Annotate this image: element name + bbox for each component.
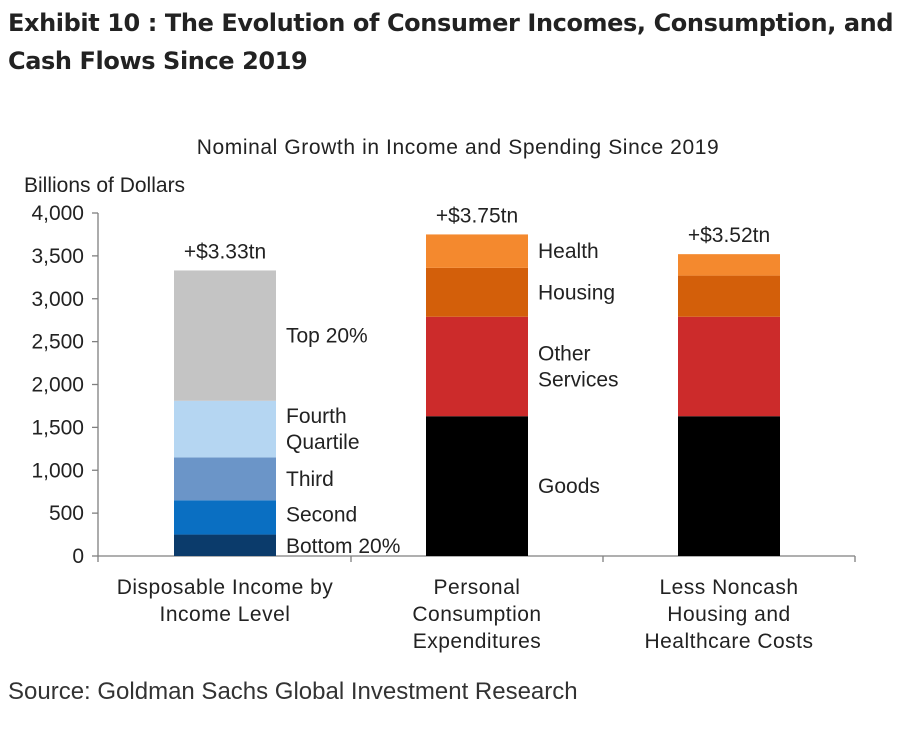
bar-segment-health xyxy=(678,254,780,276)
bar-segment-goods xyxy=(678,416,780,556)
y-tick-label: 1,500 xyxy=(31,416,84,439)
bar-segment-bottom-20- xyxy=(174,534,276,556)
bar-total-label: +$3.33tn xyxy=(184,240,266,263)
y-tick-label: 1,000 xyxy=(31,459,84,482)
y-tick-label: 0 xyxy=(72,545,84,568)
y-tick-label: 2,000 xyxy=(31,374,84,397)
y-tick-label: 2,500 xyxy=(31,331,84,354)
bar-segment-other-services xyxy=(426,316,528,417)
x-tick-label: Disposable Income by Income Level xyxy=(117,576,334,626)
bar-segment-fourth-quartile xyxy=(174,400,276,458)
bar-segment-housing xyxy=(678,275,780,317)
y-tick-label: 3,500 xyxy=(31,245,84,268)
segment-label: Housing xyxy=(538,281,615,304)
segment-label: Second xyxy=(286,503,357,526)
segment-label: Health xyxy=(538,240,599,263)
y-tick-label: 3,000 xyxy=(31,288,84,311)
stacked-bar-chart: Nominal Growth in Income and Spending Si… xyxy=(24,136,856,653)
y-tick-label: 4,000 xyxy=(31,202,84,225)
bar-segment-housing xyxy=(426,267,528,317)
axes: 0 500 1,000 1,500 2,000 2,500 3,000 3,500 4,000 xyxy=(31,202,856,568)
segment-label: Fourth Quartile xyxy=(286,405,360,454)
y-axis-label: Billions of Dollars xyxy=(24,174,185,197)
bar-total-label: +$3.52tn xyxy=(688,224,770,247)
exhibit-title: Exhibit 10 : The Evolution of Consumer I… xyxy=(8,9,894,75)
chart-title: Nominal Growth in Income and Spending Si… xyxy=(197,136,720,159)
segment-label: Other Services xyxy=(538,342,619,391)
y-tick-label: 500 xyxy=(49,502,84,525)
labels: Disposable Income by Income Level Personal… xyxy=(117,204,813,653)
x-tick-label: Less Noncash Housing and Healthcare Costs xyxy=(644,576,813,653)
segment-label: Goods xyxy=(538,475,600,498)
segment-label: Third xyxy=(286,468,334,491)
bar-segment-health xyxy=(426,234,528,268)
bar-segment-top-20- xyxy=(174,270,276,401)
segment-label: Top 20% xyxy=(286,325,368,348)
bars xyxy=(174,234,780,556)
source-note: Source: Goldman Sachs Global Investment … xyxy=(8,678,578,705)
bar-segment-third xyxy=(174,457,276,501)
bar-segment-second xyxy=(174,500,276,535)
segment-label: Bottom 20% xyxy=(286,535,400,558)
bar-segment-other-services xyxy=(678,316,780,417)
bar-total-label: +$3.75tn xyxy=(436,204,518,227)
x-tick-label: Personal Consumption Expenditures xyxy=(412,576,541,653)
bar-segment-goods xyxy=(426,416,528,556)
